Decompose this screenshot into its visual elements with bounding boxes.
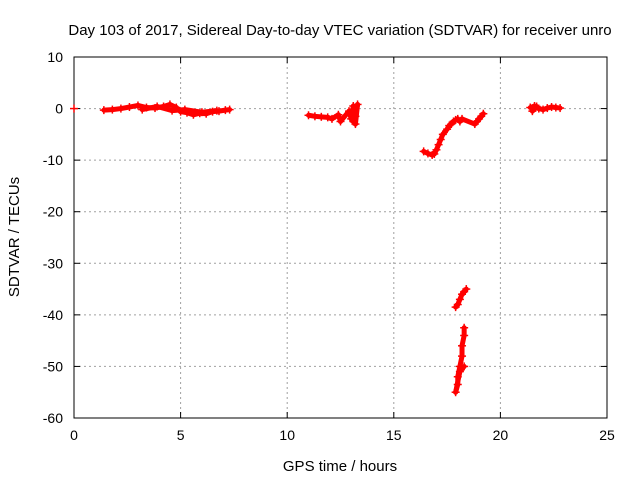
y-tick-label: 0 <box>55 101 63 117</box>
data-point <box>212 106 221 115</box>
data-point <box>349 117 358 126</box>
y-tick-label: -50 <box>43 358 63 374</box>
x-tick-label: 20 <box>493 427 509 443</box>
data-point <box>225 105 234 114</box>
y-tick-label: -40 <box>43 307 63 323</box>
y-tick-label: -20 <box>43 204 63 220</box>
y-tick-label: -30 <box>43 255 63 271</box>
x-axis-label: GPS time / hours <box>283 458 397 475</box>
data-point <box>70 104 78 113</box>
chart-title: Day 103 of 2017, Sidereal Day-to-day VTE… <box>68 22 611 39</box>
x-tick-label: 15 <box>386 427 402 443</box>
x-tick-label: 25 <box>599 427 615 443</box>
tick-layer: 0 5 10 15 20 25 10 0 -10 -20 -30 -40 -50 -60 <box>43 49 615 443</box>
grid-layer <box>74 57 607 418</box>
plot-frame <box>73 56 608 419</box>
data-point <box>556 104 565 113</box>
y-axis-label: SDTVAR / TECUs <box>6 177 23 297</box>
x-tick-label: 5 <box>177 427 185 443</box>
y-tick-label: -60 <box>43 410 63 426</box>
x-tick-label: 0 <box>70 427 78 443</box>
data-point <box>460 362 469 371</box>
y-tick-label: -10 <box>43 152 63 168</box>
data-point <box>532 102 541 111</box>
y-tick-label: 10 <box>47 49 63 65</box>
data-point <box>479 109 488 118</box>
x-tick-label: 10 <box>279 427 295 443</box>
data-point <box>462 285 471 294</box>
data-points <box>70 100 565 397</box>
